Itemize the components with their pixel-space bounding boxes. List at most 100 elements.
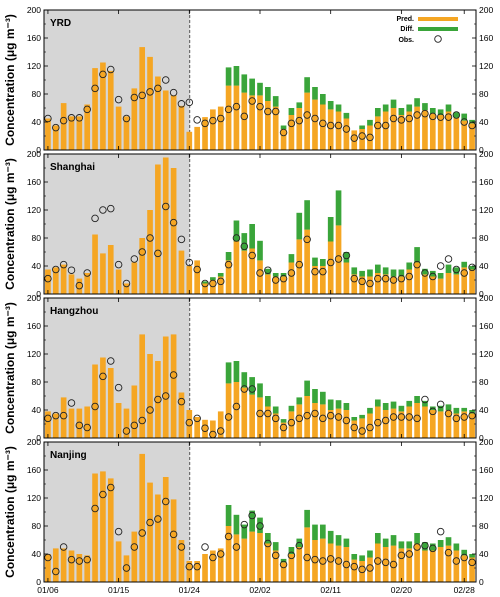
pred-bar (84, 406, 91, 438)
pred-bar (272, 276, 279, 294)
pred-bar (210, 420, 216, 438)
obs-marker (366, 423, 374, 432)
obs-marker (279, 560, 288, 569)
y-axis-label: Concentration (μg m⁻³) (3, 14, 17, 146)
diff-bar (296, 102, 303, 108)
pred-bar (84, 273, 91, 294)
y-tick-label-right: 200 (479, 293, 493, 303)
pred-bar (178, 105, 185, 150)
pred-bar (351, 559, 358, 582)
pred-bar (288, 554, 295, 582)
obs-marker (256, 522, 264, 530)
pred-bar (406, 269, 413, 294)
pred-bar (241, 92, 248, 150)
diff-bar (437, 273, 444, 279)
obs-marker (232, 543, 241, 551)
obs-marker (185, 562, 194, 571)
diff-bar (374, 108, 381, 117)
diff-bar (359, 555, 365, 561)
pred-bar (304, 229, 310, 294)
pred-bar (414, 262, 420, 294)
diff-bar (453, 267, 460, 275)
pred-bar (131, 262, 138, 294)
obs-marker (311, 409, 319, 418)
pred-bar (390, 408, 397, 438)
obs-marker (240, 385, 249, 393)
pred-bar (461, 120, 468, 150)
pred-bar (45, 411, 51, 438)
pred-bar (437, 278, 444, 294)
y-tick-label: 120 (27, 493, 41, 503)
pred-bar (92, 364, 98, 438)
obs-marker (397, 274, 406, 283)
pred-bar (241, 387, 248, 438)
pred-bar (327, 241, 334, 294)
obs-marker (429, 544, 437, 553)
legend: Pred. Diff. Obs. (396, 16, 458, 44)
panel-title: Shanghai (50, 162, 95, 173)
diff-bar (210, 277, 216, 280)
obs-marker (271, 107, 280, 116)
pred-bar (45, 554, 51, 582)
diff-bar (312, 87, 318, 100)
diff-bar (445, 537, 452, 546)
obs-marker (216, 427, 225, 435)
pred-bar (414, 106, 420, 150)
pred-bar (382, 547, 389, 582)
pred-bar (162, 336, 169, 438)
diff-bar (241, 233, 248, 251)
y-tick-label-right: 160 (479, 33, 493, 43)
y-tick-label-right: 200 (479, 149, 493, 159)
diff-bar (225, 67, 232, 86)
legend-pred-label: Pred. (396, 16, 414, 23)
pred-bar (351, 274, 358, 294)
pred-bar (312, 266, 318, 294)
diff-bar (359, 270, 365, 277)
obs-marker (216, 550, 225, 558)
pred-bar (320, 404, 326, 438)
obs-marker (436, 113, 445, 121)
obs-marker (185, 258, 194, 267)
pred-bar (374, 543, 381, 582)
diff-bar (374, 533, 381, 544)
obs-marker (130, 255, 139, 263)
diff-bar (320, 391, 326, 405)
pred-bar (186, 266, 193, 294)
diff-bar (398, 405, 405, 412)
obs-marker (161, 392, 170, 400)
pred-bar (155, 76, 161, 150)
diff-bar (461, 261, 468, 268)
pred-bar (92, 68, 98, 150)
obs-marker (366, 279, 374, 288)
obs-marker (185, 418, 194, 427)
obs-marker (67, 399, 76, 407)
obs-marker (232, 102, 241, 111)
obs-marker (193, 116, 201, 124)
pred-bar (445, 273, 452, 294)
obs-marker (75, 421, 84, 430)
diff-bar (382, 538, 389, 547)
diff-bar (225, 505, 232, 526)
obs-marker (358, 277, 366, 286)
pred-bar (115, 269, 122, 294)
obs-marker (114, 95, 123, 104)
pred-bar (202, 117, 208, 150)
obs-marker (311, 114, 319, 123)
diff-bar (233, 66, 240, 86)
pred-bar (202, 283, 208, 294)
pred-bar (257, 397, 263, 438)
y-tick-label: 40 (32, 261, 42, 271)
obs-marker (271, 551, 280, 560)
pred-bar (217, 276, 224, 294)
obs-marker (114, 527, 123, 536)
obs-marker (342, 125, 351, 133)
pred-bar (131, 531, 138, 582)
obs-marker (334, 557, 343, 565)
obs-marker (326, 258, 335, 267)
pred-bar (52, 125, 59, 150)
obs-marker (122, 427, 131, 435)
obs-marker (209, 553, 217, 562)
pred-bar (115, 403, 122, 438)
obs-marker (429, 112, 437, 121)
obs-marker (429, 272, 437, 281)
